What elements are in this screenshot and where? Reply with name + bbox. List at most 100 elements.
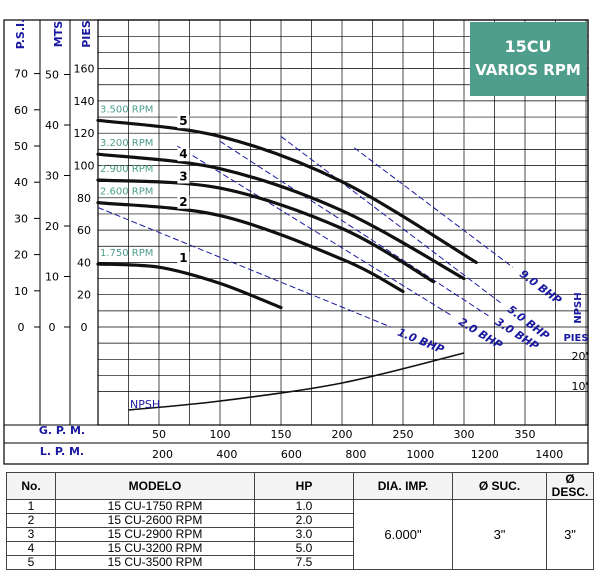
cell-hp: 3.0 [254, 527, 354, 542]
cell-modelo: 15 CU-3200 RPM [55, 541, 255, 556]
col-hp: HP [254, 472, 354, 500]
axis-title-gpm: G. P. M. [39, 424, 85, 437]
rpm-label: 3.200 RPM [100, 138, 153, 149]
cell-hp: 7.5 [254, 555, 354, 570]
col-dia-imp: DIA. IMP. [353, 472, 453, 500]
tick-label-mts: 0 [49, 321, 56, 334]
cell-hp: 2.0 [254, 513, 354, 528]
curve-number: 3 [179, 169, 187, 183]
cell-no: 5 [6, 555, 56, 570]
tick-label-gpm: 200 [332, 428, 353, 441]
cell-suc: 3" [452, 499, 547, 570]
tick-label-pies: 100 [74, 160, 95, 173]
tick-label-psi: 40 [14, 176, 28, 189]
tick-label-lpm: 1400 [535, 448, 563, 461]
bhp-line [219, 140, 489, 317]
curve-number: 1 [179, 251, 187, 265]
cell-desc: 3" [546, 499, 594, 570]
bhp-line [353, 147, 514, 268]
cell-modelo: 15 CU-1750 RPM [55, 499, 255, 514]
tick-label-psi: 20 [14, 249, 28, 262]
pump-curve [96, 178, 436, 284]
tick-label-lpm: 1000 [406, 448, 434, 461]
axis-title-lpm: L. P. M. [40, 445, 84, 458]
bhp-line [177, 145, 453, 317]
bhp-line [280, 136, 501, 304]
cell-no: 2 [6, 513, 56, 528]
cell-no: 4 [6, 541, 56, 556]
axis-title-psi: P.S.I. [14, 19, 27, 50]
col-modelo: MODELO [55, 472, 255, 500]
table-row: 4 15 CU-3200 RPM 5.0 [6, 541, 594, 556]
tick-label-gpm: 50 [152, 428, 166, 441]
axis-title-npsh-side: NPSH [573, 292, 584, 323]
tick-label-psi: 0 [18, 321, 25, 334]
pump-curve [96, 262, 283, 310]
table-row: 5 15 CU-3500 RPM 7.5 [6, 555, 594, 570]
cell-no: 1 [6, 499, 56, 514]
rpm-label: 1.750 RPM [100, 248, 153, 259]
col-desc: Ø DESC. [546, 472, 594, 500]
pump-curve [96, 201, 405, 294]
tick-label-pies: 60 [77, 224, 91, 237]
bhp-line-label: 9.0 BHP [517, 267, 564, 307]
tick-label-pies: 140 [74, 95, 95, 108]
tick-label-gpm: 300 [454, 428, 475, 441]
tick-label-pies: 40 [77, 256, 91, 269]
tick-label-pies: 0 [81, 321, 88, 334]
tick-labels: 7060504030201005040302010016014012010080… [14, 63, 589, 461]
tick-label-mts: 50 [45, 69, 59, 82]
tick-label-mts: 10 [45, 271, 59, 284]
tick-label-lpm: 800 [345, 448, 366, 461]
curve-number: 4 [179, 147, 187, 161]
tick-label-psi: 30 [14, 212, 28, 225]
tick-label-pies: 160 [74, 63, 95, 76]
axis-title-mts: MTS [52, 21, 65, 47]
curve-number-bg [177, 170, 190, 184]
cell-modelo: 15 CU-2600 RPM [55, 513, 255, 528]
axis-title-pies: PIES [80, 20, 93, 48]
npsh-line [128, 352, 465, 411]
tick-label-lpm: 400 [216, 448, 237, 461]
npsh-curve: NPSH [128, 352, 465, 411]
pump-performance-chart: 7060504030201005040302010016014012010080… [3, 19, 589, 465]
rpm-label: 3.500 RPM [100, 104, 153, 115]
npsh-label: NPSH [130, 398, 160, 411]
col-no: No. [6, 472, 56, 500]
model-spec-table: No. MODELO HP DIA. IMP. Ø SUC. Ø DESC. 1… [6, 472, 594, 570]
chart-title: 15CU [505, 37, 552, 56]
rpm-label: 2.600 RPM [100, 187, 153, 198]
tick-label-mts: 30 [45, 170, 59, 183]
tick-label-npsh: 20' [571, 350, 588, 363]
table-header-row: No. MODELO HP DIA. IMP. Ø SUC. Ø DESC. [6, 472, 594, 500]
tick-label-mts: 20 [45, 220, 59, 233]
tick-label-pies: 120 [74, 127, 95, 140]
tick-label-mts: 40 [45, 119, 59, 132]
curve-number-bg [177, 251, 190, 265]
cell-modelo: 15 CU-3500 RPM [55, 555, 255, 570]
tick-label-psi: 10 [14, 285, 28, 298]
tick-label-pies: 20 [77, 289, 91, 302]
chart-frame [3, 19, 589, 465]
curve-number-bg [177, 148, 190, 162]
cell-modelo: 15 CU-2900 RPM [55, 527, 255, 542]
curve-number-bg [177, 115, 190, 129]
tick-label-gpm: 250 [393, 428, 414, 441]
cell-dia-imp: 6.000" [353, 499, 453, 570]
cell-hp: 5.0 [254, 541, 354, 556]
col-suc: Ø SUC. [452, 472, 547, 500]
tick-label-npsh: 10' [571, 380, 588, 393]
pump-curve [96, 152, 466, 281]
tick-label-lpm: 200 [152, 448, 173, 461]
tick-label-gpm: 100 [210, 428, 231, 441]
tick-label-psi: 60 [14, 104, 28, 117]
tick-label-psi: 70 [14, 68, 28, 81]
rpm-label: 2.900 RPM [100, 164, 153, 175]
pump-curves: 1.750 RPM 1 2.600 RPM 2 2.900 RPM 3 3.200 RPM 4… [96, 104, 478, 310]
bhp-line [97, 207, 391, 328]
tick-label-lpm: 1200 [471, 448, 499, 461]
pump-curve [96, 118, 478, 264]
curve-number: 2 [179, 195, 187, 209]
tick-label-lpm: 600 [281, 448, 302, 461]
title-box [470, 22, 587, 96]
